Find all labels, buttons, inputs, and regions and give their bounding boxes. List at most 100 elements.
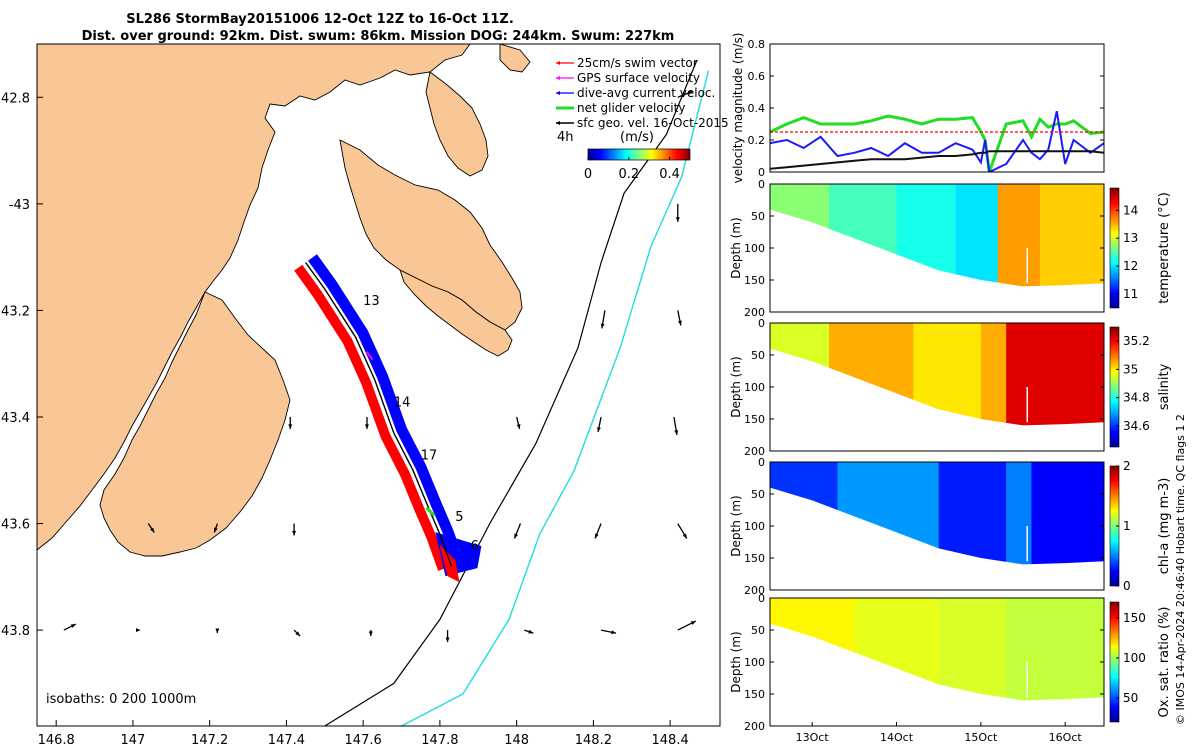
legend-entry-gps: GPS surface velocity bbox=[577, 71, 700, 85]
map-panel: 13 14 17 56 146.8 147 147.2 147.4 147.6 147.8 148… bbox=[1, 43, 729, 748]
peninsula-south bbox=[99, 291, 291, 557]
oxygen-xtick-label-1: 14Oct bbox=[880, 731, 914, 744]
chl-ylabel: Depth (m) bbox=[729, 495, 743, 556]
day-label-4: 6 bbox=[471, 539, 479, 554]
map-xtick-label-6: 148 bbox=[504, 733, 529, 748]
chl-ytick-label-0: 0 bbox=[758, 456, 765, 469]
geo-vector-head-6 bbox=[516, 424, 521, 429]
oxygen-ytick-label-0: 0 bbox=[758, 592, 765, 605]
oxygen-ytick-label-1: 50 bbox=[751, 624, 765, 637]
oxygen-xtick-label-2: 15Oct bbox=[964, 731, 998, 744]
isobath-lines bbox=[324, 59, 710, 726]
legend-time-label: 4h bbox=[557, 130, 574, 145]
velocity-ytick-label-3: 0.6 bbox=[748, 70, 766, 83]
track-swim-tail bbox=[439, 544, 460, 583]
geo-vector-head-2 bbox=[600, 323, 605, 329]
velocity-ticks: 0 0.2 0.4 0.6 0.8 bbox=[748, 38, 1104, 179]
legend-entry-geo: sfc geo. vel. 16-Oct-2015 bbox=[577, 116, 729, 130]
map-xtick-label-1: 147 bbox=[121, 733, 146, 748]
velocity-ytick-label-1: 0.2 bbox=[748, 134, 766, 147]
salinity-ytick-label-1: 50 bbox=[751, 349, 765, 362]
geo-vector-head-19 bbox=[368, 631, 373, 637]
geo-vector-head-5 bbox=[365, 424, 369, 429]
legend-geo-arrowhead bbox=[556, 121, 560, 125]
map-ytick-label-2: 43.2 bbox=[1, 304, 30, 319]
day-labels: 13 14 17 56 bbox=[363, 294, 479, 554]
day-label-0: 13 bbox=[363, 294, 380, 309]
legend-unit-label: (m/s) bbox=[620, 130, 654, 145]
geo-vector-head-4 bbox=[288, 424, 293, 429]
legend-swim-arrowhead bbox=[556, 61, 560, 65]
oxygen-ytick-label-4: 200 bbox=[744, 720, 765, 733]
velocity-ytick-label-4: 0.8 bbox=[748, 38, 766, 51]
chl-colorbar-tick-label-1: 1 bbox=[1123, 519, 1131, 533]
salinity-colorbar-tick-label-2: 35 bbox=[1123, 362, 1138, 376]
chl-ytick-label-4: 200 bbox=[744, 584, 765, 597]
map-ytick-label-0: 42.8 bbox=[1, 91, 30, 106]
velocity-series-lines bbox=[770, 110, 1104, 172]
temperature-colorbar-tick-label-3: 14 bbox=[1123, 203, 1138, 217]
map-axes-box bbox=[36, 43, 721, 727]
oxygen-ytick-label-3: 150 bbox=[744, 688, 765, 701]
geo-vector-head-21 bbox=[528, 629, 534, 634]
oxygen-colorbar-tick-label-0: 50 bbox=[1123, 691, 1138, 705]
map-colorbar-tick-label-2: 0.4 bbox=[659, 167, 680, 182]
temperature-panel: 0 50 100 150 200 Depth (m) 11 12 13 14 temperature… bbox=[729, 178, 1172, 319]
legend-entry-current: dive-avg current veloc. bbox=[577, 86, 715, 100]
velocity-ylabel: velocity magnitude (m/s) bbox=[731, 33, 745, 184]
oxygen-ylabel: Depth (m) bbox=[729, 631, 743, 692]
chl-field bbox=[770, 462, 1104, 590]
chl-ytick-label-3: 150 bbox=[744, 552, 765, 565]
isobath-1000m bbox=[401, 70, 710, 726]
chl-ytick-label-1: 50 bbox=[751, 488, 765, 501]
map-colorbar-ticks: 0 0.2 0.4 bbox=[584, 157, 680, 182]
salinity-colorbar bbox=[1109, 326, 1120, 448]
temperature-ytick-label-2: 100 bbox=[744, 242, 765, 255]
geo-vector-head-1 bbox=[675, 217, 680, 222]
map-xtick-label-3: 147.4 bbox=[268, 733, 305, 748]
track-gps-vector bbox=[365, 351, 374, 361]
map-ytick-label-1: -43 bbox=[9, 198, 30, 213]
salinity-ytick-label-2: 100 bbox=[744, 381, 765, 394]
velocity-series-2 bbox=[770, 150, 1104, 170]
oxygen-colorbar-tick-label-1: 100 bbox=[1123, 651, 1146, 665]
day-label-1: 14 bbox=[394, 395, 411, 410]
salinity-ytick-label-4: 200 bbox=[744, 445, 765, 458]
chart-title-line1: SL286 StormBay20151006 12-Oct 12Z to 16-… bbox=[126, 12, 514, 27]
legend-current-arrowhead bbox=[556, 91, 560, 95]
track-net-vector bbox=[425, 506, 436, 517]
oxygen-field bbox=[770, 598, 1104, 726]
tasman-peninsula bbox=[399, 269, 513, 357]
chl-ytick-label-2: 100 bbox=[744, 520, 765, 533]
salinity-ylabel: Depth (m) bbox=[729, 356, 743, 417]
track-line bbox=[305, 262, 453, 567]
velocity-ytick-label-2: 0.4 bbox=[748, 102, 766, 115]
temperature-ylabel: Depth (m) bbox=[729, 217, 743, 278]
map-xtick-label-4: 147.6 bbox=[345, 733, 382, 748]
isobath-200m bbox=[324, 59, 698, 726]
temperature-ytick-label-3: 150 bbox=[744, 274, 765, 287]
oxygen-xtick-label-0: 13Oct bbox=[796, 731, 830, 744]
chl-seabed-mask bbox=[770, 487, 1104, 590]
map-ticks: 146.8 147 147.2 147.4 147.6 147.8 148 148.2 148.… bbox=[1, 91, 689, 748]
geo-vector-head-3 bbox=[677, 320, 682, 326]
oxygen-panel: 0 50 100 150 200 Depth (m) 50 100 150 Ox. sat. ra… bbox=[729, 592, 1172, 744]
chl-colorbar-tick-label-2: 2 bbox=[1123, 459, 1131, 473]
geo-vector-head-17 bbox=[215, 628, 220, 634]
map-ytick-label-3: 43.4 bbox=[1, 411, 30, 426]
velocity-series-1 bbox=[770, 110, 1104, 172]
geo-velocity-vectors bbox=[63, 90, 697, 643]
map-colorbar bbox=[587, 148, 691, 161]
geo-vector-head-16 bbox=[135, 628, 141, 633]
isobath-legend: isobaths: 0 200 1000m bbox=[46, 692, 196, 707]
mainland-west bbox=[37, 44, 471, 551]
salinity-colorbar-tick-label-3: 35.2 bbox=[1123, 334, 1150, 348]
salinity-colorbar-tick-label-0: 34.6 bbox=[1123, 419, 1150, 433]
map-ytick-label-4: 43.6 bbox=[1, 518, 30, 533]
salinity-seabed-mask bbox=[770, 348, 1104, 451]
salinity-ytick-label-3: 150 bbox=[744, 413, 765, 426]
velocity-series-0 bbox=[770, 114, 1104, 172]
geo-vector-head-8 bbox=[674, 430, 679, 435]
geo-vector-head-0 bbox=[687, 91, 693, 95]
oxygen-colorbar-label: Ox. sat. ratio (%) bbox=[1157, 607, 1172, 718]
